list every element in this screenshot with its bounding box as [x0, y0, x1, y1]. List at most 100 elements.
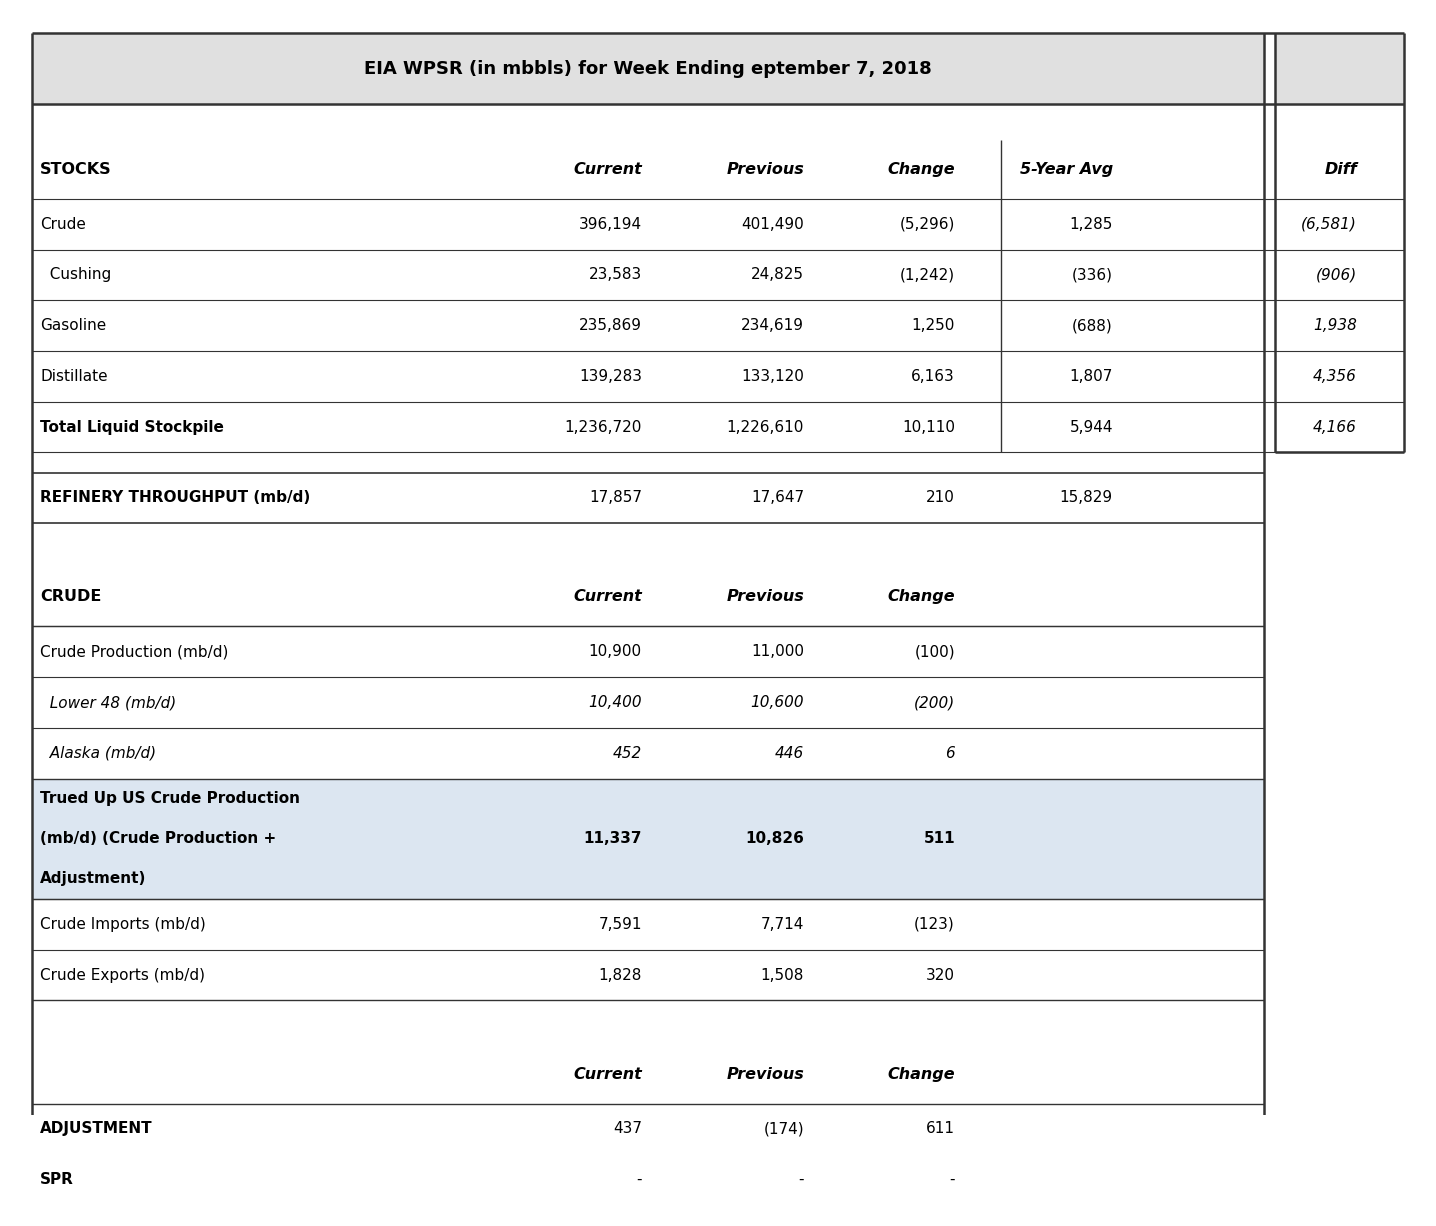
Bar — [32, 728, 1264, 779]
Text: 133,120: 133,120 — [741, 369, 804, 384]
Text: (100): (100) — [915, 645, 955, 660]
Text: 11,337: 11,337 — [583, 831, 642, 846]
Text: 15,829: 15,829 — [1060, 490, 1113, 505]
Text: Change: Change — [887, 1067, 955, 1081]
Text: 24,825: 24,825 — [751, 267, 804, 282]
Bar — [32, 568, 1264, 626]
Text: Previous: Previous — [727, 590, 804, 604]
Text: 1,807: 1,807 — [1070, 369, 1113, 384]
Text: Previous: Previous — [727, 162, 804, 177]
Text: 7,714: 7,714 — [761, 917, 804, 932]
Bar — [32, 104, 1393, 140]
Text: Current: Current — [573, 1067, 642, 1081]
Bar — [32, 950, 1264, 1000]
Text: 437: 437 — [613, 1122, 642, 1137]
Bar — [1275, 199, 1404, 250]
Bar — [32, 677, 1264, 728]
Bar — [32, 33, 1264, 104]
Text: STOCKS: STOCKS — [40, 162, 112, 177]
Text: 1,828: 1,828 — [599, 967, 642, 982]
Text: Trued Up US Crude Production: Trued Up US Crude Production — [40, 791, 300, 807]
Bar — [32, 300, 1264, 351]
Text: 320: 320 — [926, 967, 955, 982]
Text: 5,944: 5,944 — [1070, 419, 1113, 434]
Text: Current: Current — [573, 590, 642, 604]
Text: Adjustment): Adjustment) — [40, 872, 146, 886]
Bar — [1275, 33, 1404, 104]
Text: SPR: SPR — [40, 1172, 75, 1187]
Text: Crude: Crude — [40, 217, 86, 232]
Text: 1,226,610: 1,226,610 — [727, 419, 804, 434]
Text: 10,826: 10,826 — [745, 831, 804, 846]
Text: 10,110: 10,110 — [902, 419, 955, 434]
Text: 11,000: 11,000 — [751, 645, 804, 660]
Text: 4,356: 4,356 — [1313, 369, 1357, 384]
Text: REFINERY THROUGHPUT (mb/d): REFINERY THROUGHPUT (mb/d) — [40, 490, 310, 505]
Text: 1,285: 1,285 — [1070, 217, 1113, 232]
Text: (906): (906) — [1315, 267, 1357, 282]
Text: Crude Production (mb/d): Crude Production (mb/d) — [40, 645, 228, 660]
Text: Cushing: Cushing — [40, 267, 112, 282]
Text: 10,400: 10,400 — [589, 695, 642, 710]
Text: (174): (174) — [764, 1122, 804, 1137]
Bar — [1275, 300, 1404, 351]
Bar — [1275, 250, 1404, 300]
Text: Gasoline: Gasoline — [40, 319, 106, 333]
Text: Crude Imports (mb/d): Crude Imports (mb/d) — [40, 917, 205, 932]
Text: 10,900: 10,900 — [589, 645, 642, 660]
Bar — [32, 1045, 1264, 1103]
Bar — [32, 1103, 1264, 1155]
Bar — [32, 779, 1264, 899]
Bar — [32, 899, 1264, 950]
Text: (200): (200) — [913, 695, 955, 710]
Text: 10,600: 10,600 — [751, 695, 804, 710]
Text: Current: Current — [573, 162, 642, 177]
Text: 210: 210 — [926, 490, 955, 505]
Text: 139,283: 139,283 — [579, 369, 642, 384]
Bar — [32, 1000, 1264, 1045]
Text: (6,581): (6,581) — [1301, 217, 1357, 232]
Bar — [32, 472, 1264, 524]
Bar — [32, 199, 1264, 250]
Text: EIA WPSR (in mbbls) for Week Ending eptember 7, 2018: EIA WPSR (in mbbls) for Week Ending epte… — [363, 60, 932, 77]
Text: 6,163: 6,163 — [912, 369, 955, 384]
Text: 235,869: 235,869 — [579, 319, 642, 333]
Bar — [1275, 351, 1404, 402]
Text: CRUDE: CRUDE — [40, 590, 102, 604]
Bar — [32, 250, 1264, 300]
Text: 1,938: 1,938 — [1313, 319, 1357, 333]
Bar — [32, 524, 1264, 568]
Text: ADJUSTMENT: ADJUSTMENT — [40, 1122, 152, 1137]
Bar — [1275, 140, 1404, 199]
Bar — [32, 402, 1264, 452]
Bar — [1275, 402, 1404, 452]
Bar — [32, 140, 1264, 199]
Text: 452: 452 — [613, 745, 642, 761]
Text: (688): (688) — [1073, 319, 1113, 333]
Text: 611: 611 — [926, 1122, 955, 1137]
Text: (123): (123) — [915, 917, 955, 932]
Text: 1,508: 1,508 — [761, 967, 804, 982]
Text: Crude Exports (mb/d): Crude Exports (mb/d) — [40, 967, 205, 982]
Text: Distillate: Distillate — [40, 369, 108, 384]
Text: 1,250: 1,250 — [912, 319, 955, 333]
Text: 17,857: 17,857 — [589, 490, 642, 505]
Text: Diff: Diff — [1324, 162, 1357, 177]
Text: Lower 48 (mb/d): Lower 48 (mb/d) — [40, 695, 177, 710]
Text: (mb/d) (Crude Production +: (mb/d) (Crude Production + — [40, 831, 277, 846]
Text: 401,490: 401,490 — [741, 217, 804, 232]
Bar — [32, 452, 1393, 472]
Text: 23,583: 23,583 — [589, 267, 642, 282]
Text: 6: 6 — [945, 745, 955, 761]
Text: (5,296): (5,296) — [899, 217, 955, 232]
Text: (336): (336) — [1071, 267, 1113, 282]
Text: 4,166: 4,166 — [1313, 419, 1357, 434]
Text: Change: Change — [887, 162, 955, 177]
Text: Total Liquid Stockpile: Total Liquid Stockpile — [40, 419, 224, 434]
Bar — [32, 351, 1264, 402]
Text: Change: Change — [887, 590, 955, 604]
Text: 511: 511 — [923, 831, 955, 846]
Text: -: - — [949, 1172, 955, 1187]
Text: 446: 446 — [775, 745, 804, 761]
Text: Previous: Previous — [727, 1067, 804, 1081]
